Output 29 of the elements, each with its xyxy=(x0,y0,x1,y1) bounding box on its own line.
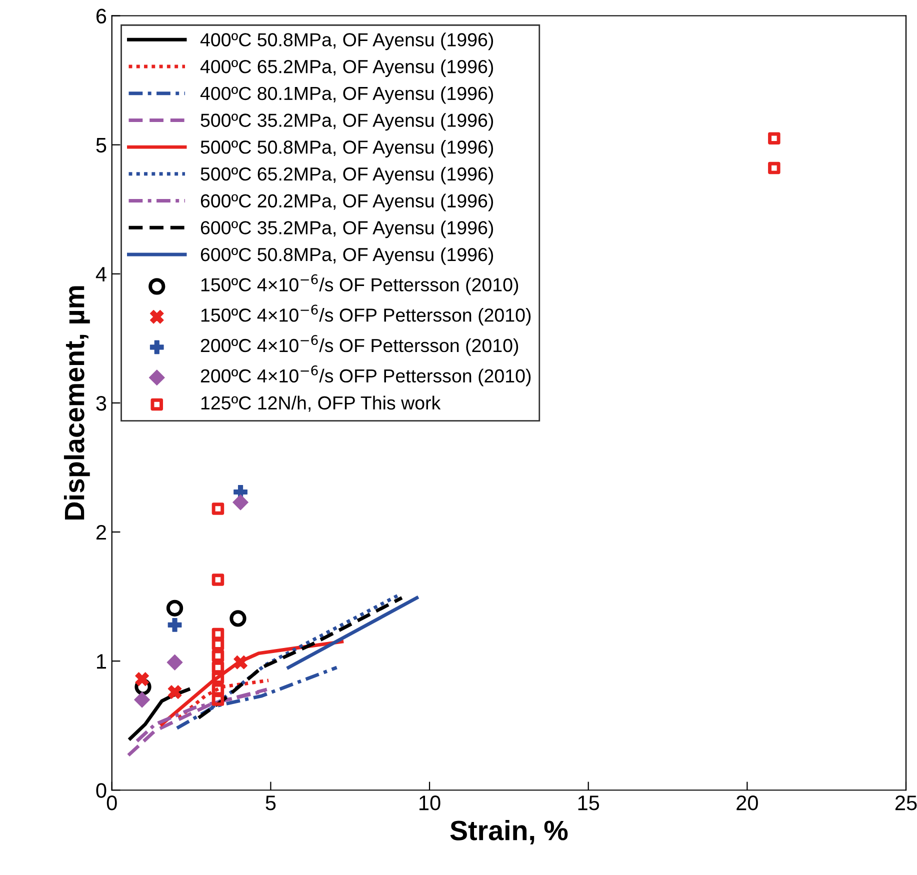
x-tick-label: 15 xyxy=(578,796,600,810)
legend-label: 125ºC 12N/h, OFP This work xyxy=(201,396,441,412)
legend-label: 600ºC 20.2MPa, OF Ayensu (1996) xyxy=(200,194,494,212)
x-tick-label: 5 xyxy=(266,796,276,810)
legend-label: 400ºC 65.2MPa, OF Ayensu (1996) xyxy=(200,59,494,77)
y-tick-label: 6 xyxy=(96,8,106,24)
legend-label: 500ºC 65.2MPa, OF Ayensu (1996) xyxy=(200,166,494,184)
x-axis-title: Strain, % xyxy=(450,820,568,844)
y-tick-label: 2 xyxy=(96,525,106,540)
legend-label: 400ºC 50.8MPa, OF Ayensu (1996) xyxy=(200,32,494,50)
x-tick-label: 10 xyxy=(420,796,440,810)
legend-label: 500ºC 50.8MPa, OF Ayensu (1996) xyxy=(200,140,494,158)
legend-label: 600ºC 50.8MPa, OF Ayensu (1996) xyxy=(200,247,494,265)
y-tick-label: 4 xyxy=(96,267,106,282)
legend-label: 500ºC 35.2MPa, OF Ayensu (1996) xyxy=(200,113,494,131)
legend-label: 400ºC 80.1MPa, OF Ayensu (1996) xyxy=(200,86,494,104)
x-tick-label: 0 xyxy=(106,796,117,810)
x-tick-label: 20 xyxy=(736,796,758,810)
y-axis-title: Displacement, µm xyxy=(64,286,90,520)
legend-label: 150ºC 4×10$^{−6}$/s OF Pettersson (2010) xyxy=(201,274,518,296)
legend-label: 150ºC 4×10$^{−6}$/s OFP Pettersson (2010) xyxy=(201,304,531,326)
x-tick-label: 25 xyxy=(895,796,917,810)
y-tick-label: 1 xyxy=(97,654,106,669)
legend-label: 200ºC 4×10$^{−6}$/s OF Pettersson (2010) xyxy=(200,335,518,356)
legend-label: 600ºC 35.2MPa, OF Ayensu (1996) xyxy=(200,220,494,238)
y-tick-label: 3 xyxy=(96,396,106,411)
legend-label: 200ºC 4×10$^{−6}$/s OFP Pettersson (2010) xyxy=(200,365,531,386)
y-tick-label: 5 xyxy=(96,138,106,153)
y-tick-label: 0 xyxy=(96,783,106,798)
